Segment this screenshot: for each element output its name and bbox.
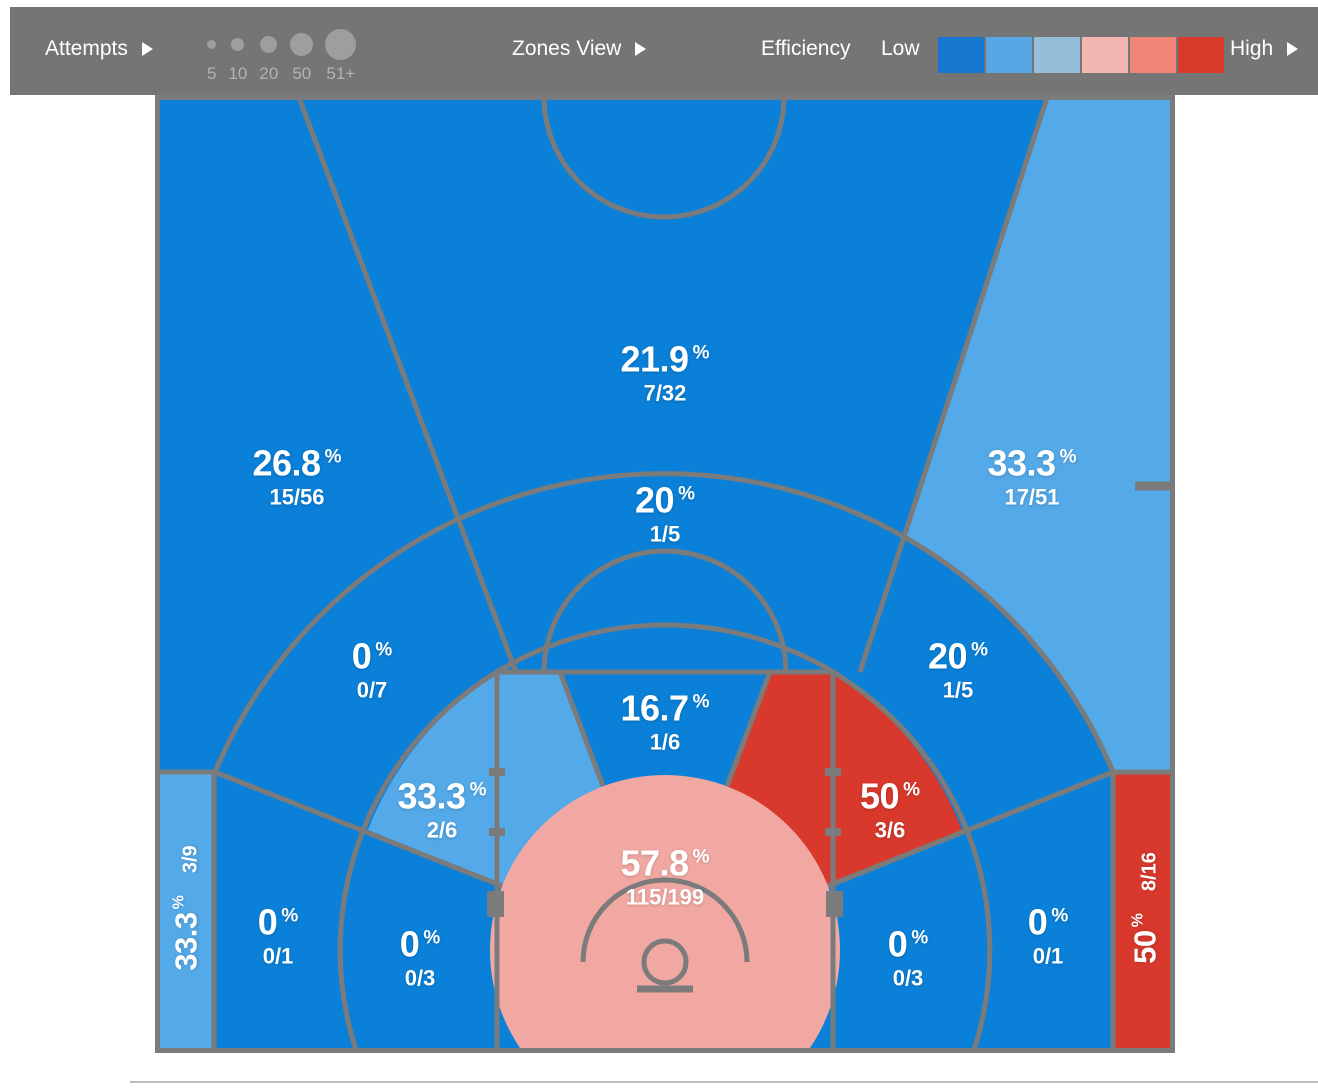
zones-view-expand-arrow-icon [635,42,647,56]
size-dot-icon [207,39,217,49]
zone-label-left-wing: 26.8% 15/56 [252,442,342,510]
size-dot-icon [325,28,357,60]
zones-view-label: Zones View [512,37,622,60]
zone-label-right-baseline: 0% 0/1 [1027,901,1069,969]
toolbar: Attempts 5 10 20 50 51+ [10,7,1318,95]
attempts-size-51plus: 51+ [325,25,357,84]
size-dot-icon [231,37,245,51]
close-range-arc [337,622,993,1053]
three-point-arc [212,471,1116,773]
efficiency-high-label: High [1230,37,1274,60]
zone-label-right-low: 0% 0/3 [887,923,929,991]
efficiency-high-menu[interactable]: High [1230,37,1299,61]
size-label: 5 [207,64,217,83]
right-paint-divider [724,671,773,787]
free-throw-circle [541,548,789,673]
size-label: 51+ [326,64,356,83]
left-wing-divider [295,95,519,673]
size-label: 10 [228,64,248,83]
size-label: 50 [292,64,312,83]
efficiency-expand-arrow-icon [1287,42,1299,56]
size-label: 20 [259,64,279,83]
attempts-size-5: 5 [207,25,216,84]
efficiency-low-label: Low [881,37,920,60]
zone-left-corner-three[interactable] [155,772,214,1053]
zone-label-right-paint: 50% 3/6 [860,775,920,843]
court-border [155,95,1175,1053]
attempts-label: Attempts [45,37,128,60]
court-svg [155,95,1175,1053]
efficiency-label: Efficiency [761,37,851,60]
rim-circle [641,938,689,986]
attempts-menu[interactable]: Attempts [45,37,153,61]
zone-rim[interactable] [490,775,840,1053]
lane-block-left [487,891,504,917]
efficiency-swatch-2 [986,37,1032,73]
zone-label-right-wing: 33.3% 17/51 [987,442,1077,510]
attempts-expand-arrow-icon [141,42,153,56]
attempts-size-10: 10 [228,25,247,84]
right-wing-divider [857,95,1051,673]
court-zone-map [155,95,1175,1053]
zone-right-corner-three[interactable] [1113,772,1175,1053]
attempts-size-50: 50 [290,25,314,84]
zone-label-left-low: 0% 0/3 [399,923,441,991]
left-baseline-divider [214,769,503,889]
zone-label-left-baseline: 0% 0/1 [257,901,299,969]
zone-label-left-elbow: 0% 0/7 [351,635,393,703]
left-paint-divider [557,671,606,787]
zone-label-top-key: 21.9% 7/32 [620,338,710,406]
left-corner-three-line [155,769,217,1053]
zone-label-right-elbow: 20% 1/5 [928,635,988,703]
right-baseline-divider [827,769,1114,889]
efficiency-swatch-3 [1034,37,1080,73]
restricted-area-arc [580,877,750,963]
zone-label-rim: 57.8% 115/199 [620,842,710,910]
size-dot-icon [260,35,278,53]
zone-label-free-throw: 16.7% 1/6 [620,687,710,755]
efficiency-color-scale [938,37,1224,73]
attempts-size-20: 20 [259,25,278,84]
zone-right-wing-three[interactable] [904,95,1175,772]
zones-view-menu[interactable]: Zones View [512,37,647,61]
bottom-divider [130,1081,1318,1083]
efficiency-swatch-5 [1130,37,1176,73]
attempts-size-legend: 5 10 20 50 51+ [207,25,357,84]
zone-label-left-paint: 33.3% 2/6 [397,775,487,843]
lane-block-right [826,891,843,917]
zone-label-top-of-key: 20% 1/5 [635,479,695,547]
efficiency-swatch-4 [1082,37,1128,73]
efficiency-swatch-1 [938,37,984,73]
zone-label-left-corner: 33.3% 3/9 [168,845,204,971]
lane-lines [494,669,836,1053]
efficiency-swatch-6 [1178,37,1224,73]
zone-label-right-corner: 50% 8/16 [1127,852,1163,964]
size-dot-icon [290,32,314,56]
